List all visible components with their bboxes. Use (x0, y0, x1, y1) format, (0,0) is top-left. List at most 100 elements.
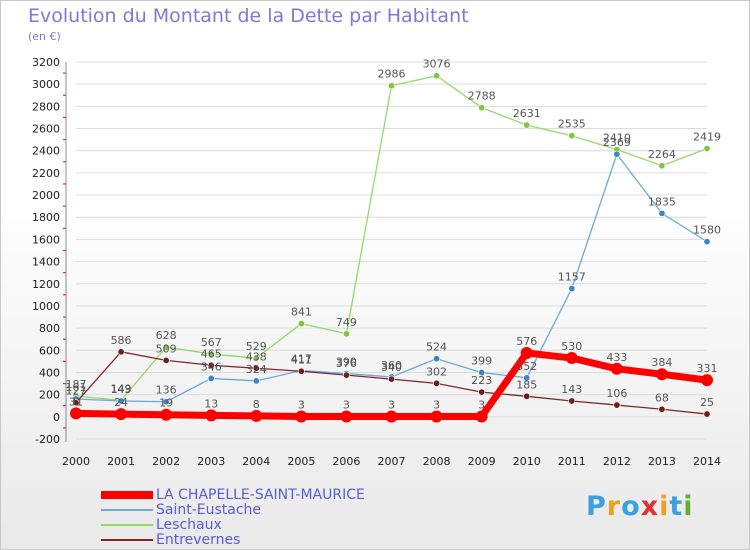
series-point-3 (72, 399, 80, 407)
logo-letter: t (669, 491, 684, 522)
series-point-0 (565, 352, 578, 365)
series-point-0 (655, 368, 668, 381)
data-label-0: 384 (651, 356, 672, 369)
data-label-0: 3 (433, 398, 440, 411)
data-label-3: 185 (516, 378, 537, 391)
data-label-3: 376 (336, 357, 357, 370)
y-tick-label: 1400 (32, 256, 60, 269)
data-label-1: 346 (201, 360, 222, 373)
y-tick-label: 2600 (32, 123, 60, 136)
data-label-0: 3 (343, 398, 350, 411)
series-point-0 (610, 362, 623, 375)
series-point-3 (207, 361, 215, 369)
legend-label-la-chapelle: LA CHAPELLE-SAINT-MAURICE (156, 487, 365, 503)
data-label-0: 331 (697, 362, 718, 375)
logo-letter: i (659, 491, 670, 522)
data-label-2: 187 (66, 378, 87, 391)
data-label-3: 586 (111, 334, 132, 347)
proxiti-logo: Proxiti (586, 491, 694, 522)
data-label-3: 106 (606, 387, 627, 400)
series-point-2 (297, 320, 305, 328)
data-label-2: 841 (291, 306, 312, 319)
series-point-0 (475, 410, 488, 423)
x-tick-label: 2003 (197, 455, 225, 468)
data-label-3: 223 (471, 374, 492, 387)
series-point-0 (70, 407, 82, 420)
data-label-3: 438 (246, 350, 267, 363)
series-point-3 (703, 410, 711, 418)
y-tick-label: 0 (53, 411, 60, 424)
x-tick-label: 2013 (648, 455, 676, 468)
series-point-0 (295, 410, 308, 423)
x-tick-label: 2010 (513, 455, 541, 468)
series-point-1 (207, 374, 215, 382)
y-tick-label: 600 (39, 344, 60, 357)
legend-item-entrevernes: Entrevernes (101, 532, 240, 548)
data-label-0: 31 (69, 395, 83, 408)
data-label-3: 25 (700, 396, 714, 409)
data-label-1: 324 (246, 363, 267, 376)
data-label-1: 1835 (648, 195, 676, 208)
data-label-2: 149 (111, 382, 132, 395)
legend-swatch-entrevernes (101, 539, 153, 541)
x-tick-label: 2009 (468, 455, 496, 468)
data-label-3: 340 (381, 361, 402, 374)
data-label-0: 3 (298, 398, 305, 411)
y-tick-label: 1600 (32, 233, 60, 246)
data-label-3: 68 (655, 391, 669, 404)
series-point-1 (658, 209, 666, 217)
series-point-1 (523, 374, 531, 382)
series-point-3 (613, 401, 621, 409)
x-tick-label: 2012 (603, 455, 631, 468)
data-label-0: 530 (561, 340, 582, 353)
series-point-2 (703, 145, 711, 153)
chart-subtitle: (en €) (28, 30, 61, 43)
data-label-0: 3 (388, 398, 395, 411)
data-label-1: 2369 (603, 136, 631, 149)
data-label-3: 302 (426, 365, 447, 378)
series-point-3 (162, 356, 170, 364)
data-label-0: 8 (253, 398, 260, 411)
series-point-2 (207, 350, 215, 358)
data-label-2: 2264 (648, 148, 676, 161)
logo-letter: r (606, 491, 622, 522)
x-tick-label: 2000 (62, 455, 90, 468)
data-label-2: 2410 (603, 132, 631, 145)
y-tick-label: 800 (39, 322, 60, 335)
series-point-3 (297, 367, 305, 375)
data-label-3: 509 (156, 342, 177, 355)
series-point-2 (252, 354, 260, 362)
data-label-1: 524 (426, 341, 447, 354)
series-point-2 (478, 104, 486, 112)
data-label-2: 2535 (558, 118, 586, 131)
data-label-1: 1157 (558, 271, 586, 284)
legend-item-la-chapelle: LA CHAPELLE-SAINT-MAURICE (101, 487, 365, 503)
y-tick-label: -200 (35, 433, 60, 446)
legend-item-leschaux: Leschaux (101, 517, 222, 533)
series-point-0 (430, 410, 443, 423)
series-point-0 (701, 374, 713, 387)
series-point-1 (162, 398, 170, 406)
data-label-1: 399 (471, 355, 492, 368)
logo-letter: i (683, 491, 694, 522)
x-tick-label: 2006 (332, 455, 360, 468)
x-tick-label: 2007 (378, 455, 406, 468)
series-point-1 (433, 355, 441, 363)
series-point-3 (433, 379, 441, 387)
series-point-0 (340, 410, 353, 423)
series-point-3 (568, 397, 576, 405)
data-label-2: 567 (201, 336, 222, 349)
series-point-3 (252, 364, 260, 372)
data-label-1: 143 (111, 383, 132, 396)
data-label-2: 2986 (378, 68, 406, 81)
y-tick-label: 2200 (32, 167, 60, 180)
y-tick-label: 2800 (32, 100, 60, 113)
data-label-2: 628 (156, 329, 177, 342)
x-tick-label: 2014 (693, 455, 721, 468)
data-label-3: 411 (291, 353, 312, 366)
legend-swatch-la-chapelle (101, 491, 153, 499)
series-point-2 (523, 121, 531, 129)
series-point-2 (162, 343, 170, 351)
